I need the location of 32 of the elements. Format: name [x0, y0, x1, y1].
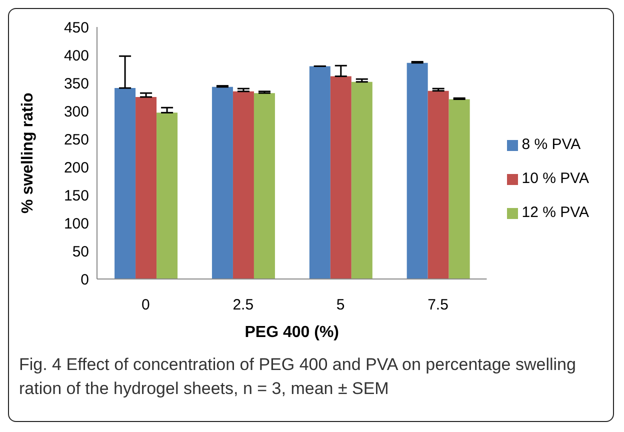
y-tick-label: 50 — [72, 243, 89, 260]
bar — [114, 88, 136, 279]
y-tick-label: 350 — [64, 75, 89, 92]
y-tick-label: 100 — [64, 215, 89, 232]
bar — [428, 90, 449, 279]
caption: Fig. 4 Effect of concentration of PEG 400 and PVA on percentage swelling ration of the hydrogel sheets, n = 3, mean ± SEM — [19, 354, 577, 400]
y-axis-title: % swelling ratio — [20, 92, 37, 214]
x-tick-label: 2.5 — [232, 296, 254, 314]
x-tick-label: 5 — [336, 296, 345, 314]
legend-label: 8 % PVA — [522, 136, 581, 153]
bar — [448, 99, 470, 279]
legend-label: 12 % PVA — [522, 204, 589, 221]
bar — [309, 66, 330, 279]
y-tick-label: 150 — [64, 187, 89, 204]
x-tick-label: 0 — [142, 296, 150, 314]
y-tick-label: 400 — [64, 47, 89, 64]
y-tick-label: 450 — [64, 19, 89, 36]
bar — [212, 86, 233, 279]
bar — [254, 93, 275, 279]
x-axis-title: PEG 400 (%) — [244, 324, 339, 341]
y-tick-label: 200 — [64, 159, 89, 176]
bar — [351, 82, 372, 279]
legend-label: 10 % PVA — [522, 170, 589, 187]
x-tick-label: 7.5 — [428, 296, 448, 314]
y-tick-label: 300 — [64, 103, 89, 120]
bar — [232, 91, 254, 279]
y-tick-label: 250 — [64, 131, 89, 148]
y-tick-label: 0 — [80, 271, 89, 288]
bar — [156, 112, 178, 279]
bar — [406, 62, 428, 279]
bar — [136, 97, 157, 279]
bar — [330, 76, 352, 279]
